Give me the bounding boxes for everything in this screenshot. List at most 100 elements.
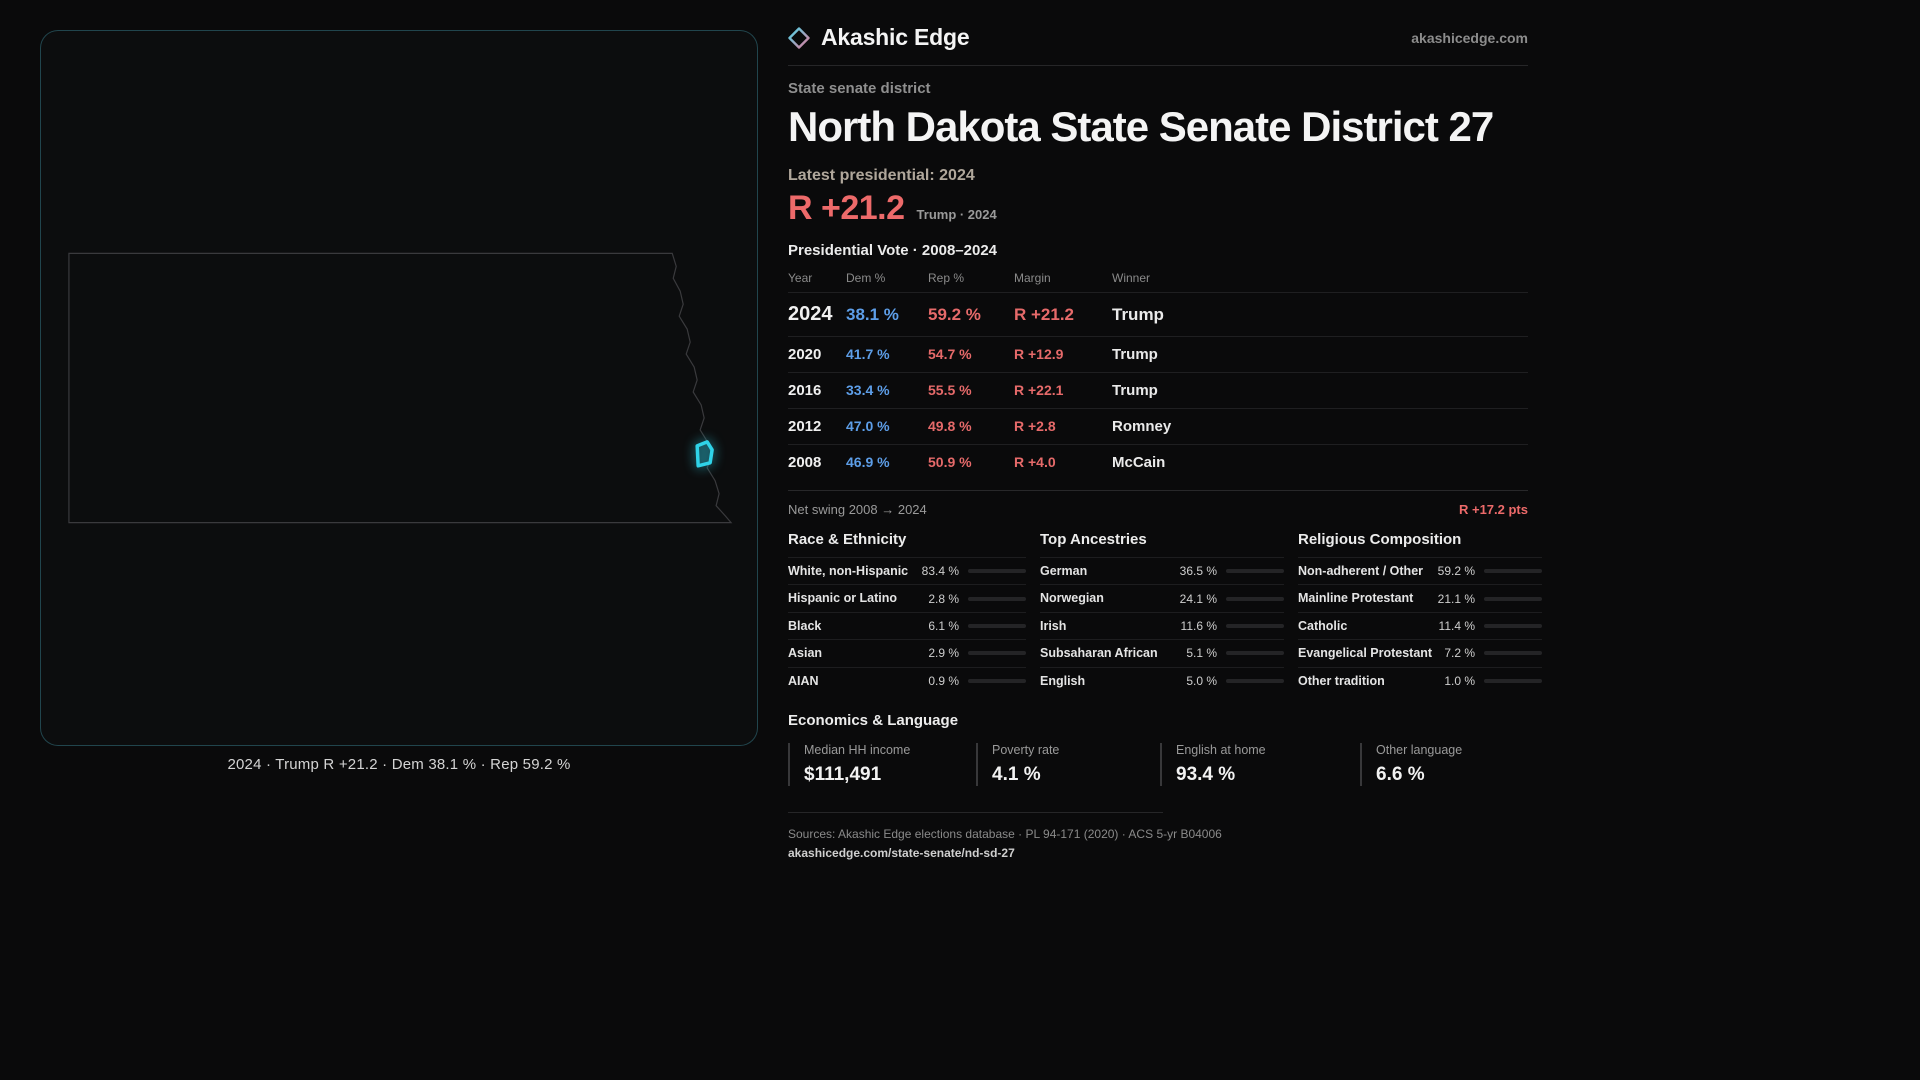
demo-row: AIAN 0.9 % [788,666,1026,694]
vote-winner: Trump [1112,305,1164,324]
north-dakota-map [68,252,733,524]
header: Akashic Edge akashicedge.com [788,24,1528,66]
vote-rep: 54.7 % [928,346,972,362]
demo-list: German 36.5 % Norwegian 24.1 % Irish 11.… [1040,557,1284,694]
demo-bar [968,623,1026,628]
demo-label: German [1040,564,1088,578]
demo-bar [1484,651,1542,656]
vote-column-header: Winner [1112,271,1151,285]
vote-winner: Trump [1112,382,1158,399]
vote-winner: Trump [1112,346,1158,363]
vote-dem: 33.4 % [846,382,890,398]
stat-box: Median HH income $111,491 [788,742,976,786]
vote-margin: R +2.8 [1014,418,1056,434]
vote-dem: 46.9 % [846,454,890,470]
demo-bar [1484,623,1542,628]
stat-value: 93.4 % [1176,763,1236,785]
demo-row: Non-adherent / Other 59.2 % [1298,557,1542,584]
stat-label: Poverty rate [992,742,1060,757]
demo-value: 1.0 % [1444,673,1475,688]
footer-sources: Sources: Akashic Edge elections database… [788,826,1222,841]
demo-row: Evangelical Protestant 7.2 % [1298,639,1542,666]
vote-margin: R +12.9 [1014,346,1064,362]
headline-margin: R +21.2 [788,189,905,227]
demo-label: White, non-Hispanic [788,564,909,578]
stat-box: English at home 93.4 % [1160,742,1360,786]
district-highlight [695,440,714,468]
detail-panel: Akashic Edge akashicedge.com State senat… [788,24,1542,862]
demo-label: Subsaharan African [1040,646,1158,661]
demo-value: 36.5 % [1179,564,1217,579]
vote-table-header: Year Dem % Rep % Margin Winner [788,267,1528,292]
stat-value: 6.6 % [1376,763,1425,785]
vote-winner: McCain [1112,454,1166,471]
demo-label: Catholic [1298,618,1348,633]
kicker: State senate district [788,80,931,97]
section-title: Top Ancestries [1040,531,1147,548]
demo-label: Hispanic or Latino [788,591,898,606]
headline: R +21.2 Trump · 2024 [788,189,1528,228]
demo-value: 0.9 % [928,673,959,688]
demo-value: 24.1 % [1179,591,1217,606]
brand-name: Akashic Edge [821,24,970,50]
vote-year: 2024 [788,303,833,325]
brand: Akashic Edge [788,24,970,51]
vote-table-row: 2020 41.7 % 54.7 % R +12.9 Trump [788,336,1528,372]
religion-section: Religious Composition Non-adherent / Oth… [1298,531,1542,694]
vote-column-header: Year [788,271,813,285]
vote-margin: R +4.0 [1014,454,1056,470]
economics-stats: Median HH income $111,491 Poverty rate 4… [788,742,1528,786]
demo-bar [1226,651,1284,656]
ancestries-section: Top Ancestries German 36.5 % Norwegian 2… [1040,531,1284,694]
site-domain-link[interactable]: akashicedge.com [1411,29,1528,46]
demo-bar [1484,678,1542,683]
demo-row: Black 6.1 % [788,611,1026,639]
demo-value: 83.4 % [921,564,959,579]
demo-value: 59.2 % [1437,564,1475,579]
demo-value: 2.8 % [928,591,959,606]
vote-year: 2016 [788,382,822,399]
footer-permalink[interactable]: akashicedge.com/state-senate/nd-sd-27 [788,845,1015,860]
vote-table-row: 2008 46.9 % 50.9 % R +4.0 McCain [788,444,1528,480]
map-caption: 2024 · Trump R +21.2 · Dem 38.1 % · Rep … [227,756,571,773]
vote-column-header: Rep % [928,271,965,285]
vote-table-title: Presidential Vote · 2008–2024 [788,242,998,259]
demo-value: 11.6 % [1180,618,1217,633]
vote-rep: 59.2 % [928,305,981,324]
vote-table-row: 2016 33.4 % 55.5 % R +22.1 Trump [788,372,1528,408]
demo-bar [968,569,1026,574]
demographics-grid: Race & Ethnicity White, non-Hispanic 83.… [788,531,1542,694]
stat-label: Other language [1376,742,1463,757]
stat-value: 4.1 % [992,763,1041,785]
demo-row: Hispanic or Latino 2.8 % [788,584,1026,611]
latest-presidential-label: Latest presidential: 2024 [788,167,975,184]
vote-rep: 50.9 % [928,454,972,470]
demo-value: 5.1 % [1186,646,1217,661]
vote-margin: R +21.2 [1014,305,1075,324]
demo-row: Other tradition 1.0 % [1298,666,1542,694]
demo-value: 21.1 % [1437,591,1475,606]
demo-row: Subsaharan African 5.1 % [1040,639,1284,666]
demo-bar [1484,569,1542,574]
swing-row: Net swing 2008 → 2024 R +17.2 pts [788,490,1528,517]
demo-row: Catholic 11.4 % [1298,611,1542,639]
demo-row: Norwegian 24.1 % [1040,584,1284,611]
vote-rep: 55.5 % [928,382,972,398]
diamond-logo-icon [788,26,810,49]
economics-title: Economics & Language [788,711,959,729]
vote-year: 2008 [788,454,822,471]
demo-label: Asian [788,646,823,661]
demo-label: Black [788,618,822,633]
vote-table-body: 2024 38.1 % 59.2 % R +21.2 Trump 2020 41… [788,292,1528,480]
demo-bar [1226,596,1284,601]
demo-label: Norwegian [1040,591,1104,606]
demo-bar [1226,623,1284,628]
vote-winner: Romney [1112,418,1172,435]
demo-bar [1226,678,1284,683]
vote-column-header: Margin [1014,271,1051,285]
stat-box: Other language 6.6 % [1360,742,1520,786]
vote-year: 2012 [788,418,822,435]
vote-dem: 41.7 % [846,346,890,362]
vote-table-row: 2012 47.0 % 49.8 % R +2.8 Romney [788,408,1528,444]
demo-row: White, non-Hispanic 83.4 % [788,557,1026,584]
